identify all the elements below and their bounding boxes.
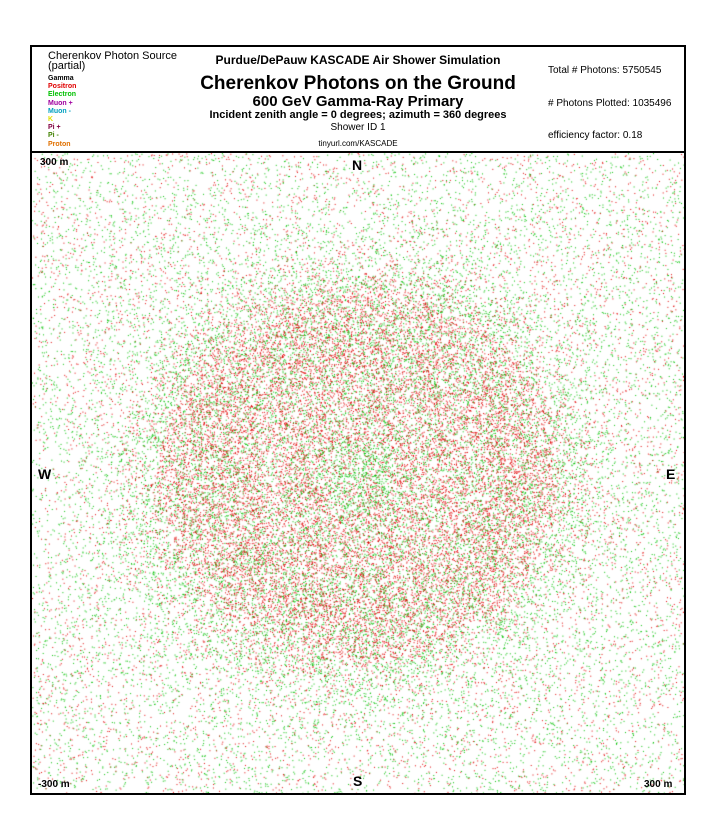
figure-frame: Cherenkov Photon Source (partial) Gamma P…: [30, 45, 686, 795]
legend-item: Pi -: [48, 132, 59, 140]
legend-item: K: [48, 116, 54, 123]
legend-item: Muon +: [48, 99, 73, 107]
scatter-plot-area: 300 m N W E S -300 m 300 m: [32, 153, 684, 793]
north-label: N: [352, 157, 363, 173]
legend-title: Cherenkov Photon Source (partial): [48, 50, 178, 72]
angle-info: Incident zenith angle = 0 degrees; azimu…: [209, 109, 507, 121]
efficiency-factor: efficiency factor: 0.18: [548, 130, 643, 141]
scale-label-top-left: 300 m: [40, 157, 69, 168]
legend-item: Proton: [48, 140, 71, 148]
header-panel: Cherenkov Photon Source (partial) Gamma P…: [32, 47, 684, 153]
legend-item: Pi +: [48, 124, 61, 132]
west-label: W: [38, 466, 52, 482]
scale-label-bottom-left: -300 m: [38, 779, 70, 790]
legend-item: Gamma: [48, 75, 74, 82]
shower-id: Shower ID 1: [330, 122, 386, 133]
main-title: Cherenkov Photons on the Ground: [200, 73, 516, 94]
legend-item: Electron: [48, 91, 77, 99]
scale-label-bottom-right: 300 m: [644, 779, 673, 790]
photon-scatter: [32, 153, 684, 793]
east-label: E: [666, 466, 676, 482]
source-link: tinyurl.com/KASCADE: [318, 139, 398, 148]
south-label: S: [353, 773, 363, 789]
total-photons: Total # Photons: 5750545: [548, 65, 662, 76]
photons-plotted: # Photons Plotted: 1035496: [548, 98, 672, 109]
legend-item: Muon -: [48, 107, 71, 115]
primary-subtitle: 600 GeV Gamma-Ray Primary: [252, 93, 464, 110]
simulation-title: Purdue/DePauw KASCADE Air Shower Simulat…: [215, 53, 501, 67]
legend-item: Positron: [48, 83, 77, 91]
